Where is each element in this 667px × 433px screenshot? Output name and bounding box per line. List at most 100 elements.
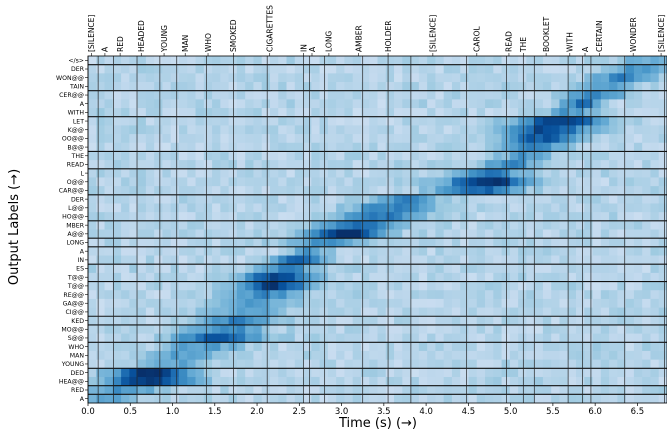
heatmap-cell xyxy=(468,359,478,369)
heatmap-cell xyxy=(642,90,651,100)
heatmap-cell xyxy=(410,298,420,308)
heatmap-cell xyxy=(327,307,337,317)
heatmap-cell xyxy=(650,359,660,369)
heatmap-cell xyxy=(195,82,205,92)
heatmap-cell xyxy=(269,298,279,308)
heatmap-cell xyxy=(534,160,544,170)
heatmap-cell xyxy=(253,168,263,178)
heatmap-cell xyxy=(410,73,420,83)
heatmap-cell xyxy=(485,82,494,92)
heatmap-cell xyxy=(377,350,387,361)
heatmap-cell xyxy=(584,324,593,335)
heatmap-cell xyxy=(261,160,271,170)
heatmap-cell xyxy=(88,73,97,83)
heatmap-cell xyxy=(551,307,560,317)
heatmap-cell xyxy=(336,90,345,100)
heatmap-cell xyxy=(112,342,122,352)
heatmap-cell xyxy=(236,359,246,369)
heatmap-cell xyxy=(327,229,337,239)
heatmap-cell xyxy=(327,56,337,66)
heatmap-cell xyxy=(88,246,97,256)
heatmap-cell xyxy=(625,255,635,265)
heatmap-cell xyxy=(551,264,560,274)
heatmap-cell xyxy=(344,298,354,308)
heatmap-cell xyxy=(526,324,536,335)
heatmap-cell xyxy=(154,290,163,300)
heatmap-cell xyxy=(344,73,354,83)
heatmap-cell xyxy=(245,108,254,118)
heatmap-cell xyxy=(576,177,585,187)
heatmap-cell xyxy=(559,394,569,404)
word-labels: [SILENCE] A RED HEADED YOUNG MAN WHO SMOKED CIGA… xyxy=(87,5,666,56)
heatmap-cell xyxy=(88,316,97,326)
heatmap-cell xyxy=(385,177,395,187)
heatmap-cell xyxy=(451,333,461,343)
heatmap-cell xyxy=(336,125,345,135)
heatmap-cell xyxy=(526,281,536,291)
heatmap-cell xyxy=(451,229,461,239)
heatmap-cell xyxy=(402,307,411,317)
heatmap-cell xyxy=(518,168,527,178)
heatmap-cell xyxy=(245,160,254,170)
heatmap-cell xyxy=(294,246,304,256)
heatmap-cell xyxy=(154,368,163,378)
heatmap-cell xyxy=(658,90,667,100)
heatmap-cell xyxy=(460,255,469,265)
heatmap-cell xyxy=(112,212,122,222)
heatmap-cell xyxy=(592,385,602,395)
heatmap-cell xyxy=(236,220,246,230)
heatmap-cell xyxy=(559,186,569,196)
heatmap-cell xyxy=(551,194,560,204)
heatmap-cell xyxy=(625,142,635,152)
heatmap-cell xyxy=(137,342,147,352)
word-label: WITH xyxy=(566,32,575,52)
heatmap-cell xyxy=(162,220,172,230)
heatmap-cell xyxy=(336,64,345,74)
heatmap-cell xyxy=(245,82,254,92)
heatmap-cell xyxy=(278,108,287,118)
heatmap-cell xyxy=(269,186,279,196)
heatmap-cell xyxy=(468,116,478,126)
heatmap-cell xyxy=(195,116,205,126)
heatmap-cell xyxy=(551,333,560,343)
heatmap-cell xyxy=(236,108,246,118)
heatmap-cell xyxy=(485,125,494,135)
heatmap-cell xyxy=(642,160,651,170)
heatmap-cell xyxy=(617,73,627,83)
heatmap-cell xyxy=(112,90,122,100)
heatmap-cell xyxy=(394,368,403,378)
heatmap-cell xyxy=(261,220,271,230)
word-label: READ xyxy=(505,31,514,52)
heatmap-cell xyxy=(642,229,651,239)
heatmap-cell xyxy=(154,186,163,196)
heatmap-cell xyxy=(509,376,519,387)
heatmap-cell xyxy=(178,56,188,66)
heatmap-cell xyxy=(600,342,610,352)
heatmap-cell xyxy=(592,229,602,239)
heatmap-cell xyxy=(625,316,635,326)
heatmap-cell xyxy=(162,376,172,387)
heatmap-cell xyxy=(154,108,163,118)
heatmap-cell xyxy=(410,281,420,291)
heatmap-cell xyxy=(377,220,387,230)
heatmap-cell xyxy=(327,134,337,144)
heatmap-cell xyxy=(435,64,445,74)
heatmap-cell xyxy=(294,56,304,66)
heatmap-cell xyxy=(625,272,635,282)
heatmap-cell xyxy=(212,82,221,92)
heatmap-cell xyxy=(253,160,263,170)
heatmap-cell xyxy=(418,316,428,326)
row-label: L xyxy=(81,170,85,177)
heatmap-cell xyxy=(369,272,378,282)
heatmap-cell xyxy=(592,116,602,126)
heatmap-cell xyxy=(559,151,569,161)
heatmap-cell xyxy=(195,125,205,135)
heatmap-cell xyxy=(311,194,320,204)
heatmap-cell xyxy=(203,281,213,291)
heatmap-cell xyxy=(468,125,478,135)
heatmap-cell xyxy=(493,333,502,343)
heatmap-cell xyxy=(336,333,345,343)
heatmap-cell xyxy=(129,298,139,308)
heatmap-cell xyxy=(112,99,122,109)
heatmap-cell xyxy=(542,394,552,404)
